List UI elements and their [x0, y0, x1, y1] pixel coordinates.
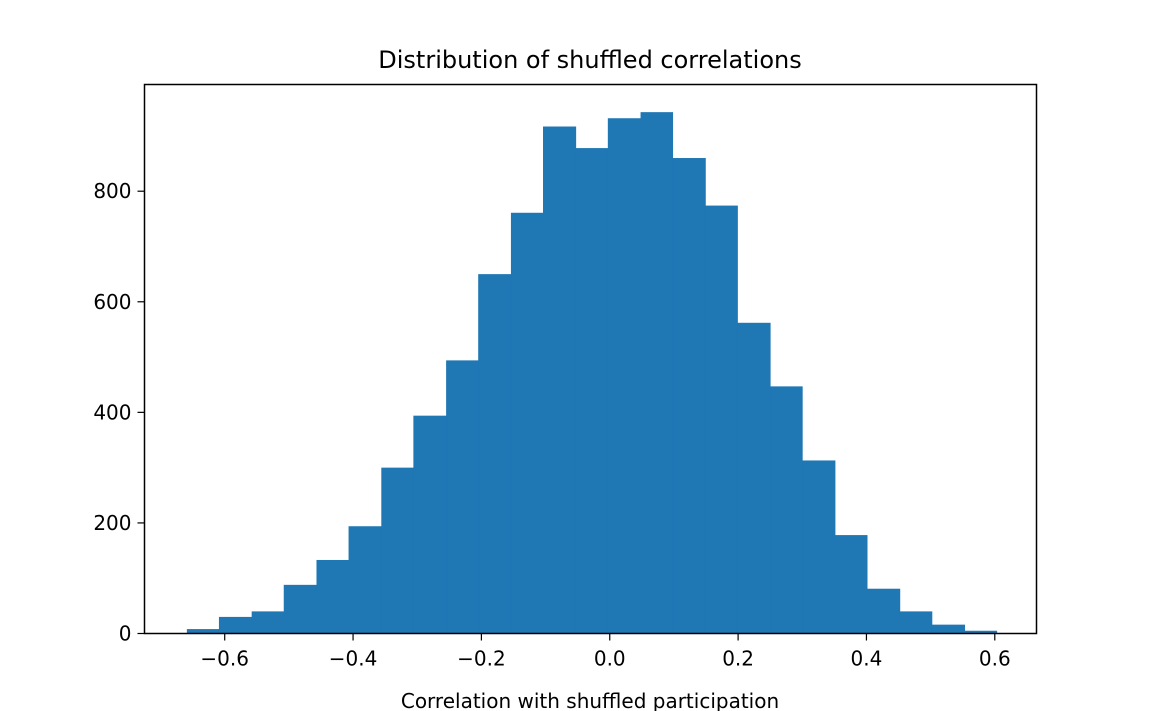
histogram-bar-21	[867, 588, 901, 634]
chart-title: Distribution of shuffled correlations	[378, 46, 801, 74]
histogram-bar-8	[446, 360, 479, 634]
x-tick-label: −0.6	[200, 647, 249, 671]
histogram-bar-7	[413, 415, 447, 634]
histogram-bar-14	[640, 112, 674, 634]
histogram-bar-3	[283, 584, 317, 634]
y-tick-label: 400	[93, 400, 131, 424]
y-tick-label: 200	[93, 511, 131, 535]
histogram-bar-4	[316, 559, 349, 634]
x-tick-label: −0.4	[329, 647, 378, 671]
bars-group	[186, 112, 998, 634]
x-axis-label: Correlation with shuffled participation	[401, 689, 779, 711]
y-tick-label: 600	[93, 290, 131, 314]
histogram-bar-9	[478, 274, 512, 634]
histogram-bar-15	[672, 158, 706, 634]
histogram-bar-10	[510, 212, 544, 634]
histogram-bar-24	[964, 630, 998, 634]
histogram-bar-5	[348, 526, 382, 634]
x-tick-label: 0.6	[979, 647, 1011, 671]
histogram-bar-22	[899, 611, 933, 634]
histogram-bar-6	[381, 467, 414, 634]
x-axis-ticks: −0.6 −0.4 −0.2 0.0 0.2 0.4 0.6	[200, 633, 1011, 671]
histogram-bar-20	[835, 535, 868, 634]
x-tick-label: 0.2	[722, 647, 754, 671]
histogram-bar-13	[607, 118, 641, 634]
histogram-bar-23	[931, 624, 966, 634]
y-tick-label: 0	[119, 622, 132, 646]
histogram-bar-18	[770, 386, 803, 634]
histogram-bar-1	[218, 616, 253, 634]
histogram-bar-12	[575, 148, 609, 634]
histogram-bar-19	[802, 460, 836, 634]
histogram-bar-17	[737, 322, 771, 634]
plot-frame	[143, 83, 1038, 635]
x-tick-label: −0.2	[457, 647, 506, 671]
y-tick-label: 800	[93, 179, 131, 203]
y-axis-ticks: 0 200 400 600 800	[93, 179, 145, 646]
x-tick-label: 0.0	[594, 647, 626, 671]
histogram-bar-0	[186, 629, 220, 634]
histogram-bar-11	[543, 126, 577, 634]
histogram-bar-2	[251, 611, 285, 634]
histogram-bar-16	[705, 205, 738, 634]
x-tick-label: 0.4	[851, 647, 883, 671]
